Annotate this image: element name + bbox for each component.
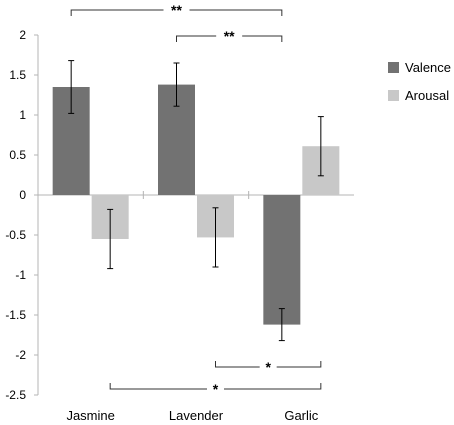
category-label-lavender: Lavender — [169, 408, 224, 423]
y-tick-label-2: -2 — [15, 348, 26, 362]
legend-label-valence[interactable]: Valence — [405, 60, 451, 75]
significance-label: * — [265, 359, 271, 375]
y-tick-label-2-5: -2.5 — [5, 388, 26, 402]
category-label-jasmine: Jasmine — [66, 408, 114, 423]
significance-label: ** — [224, 28, 235, 44]
category-label-garlic: Garlic — [284, 408, 318, 423]
legend-swatch-arousal[interactable] — [388, 90, 399, 101]
error-bars — [68, 60, 324, 342]
axes: 2 1.5 1 0.5 0 -0.5 -1 -1.5 -2 -2.5 — [5, 28, 354, 402]
bar-garlic-valence — [263, 195, 301, 325]
significance-label: * — [213, 381, 219, 397]
y-tick-label-0: 0 — [19, 188, 26, 202]
labels: Jasmine Lavender Garlic — [66, 408, 318, 423]
bars — [52, 84, 340, 325]
y-tick-label-1-5: -1.5 — [5, 308, 26, 322]
significance-label-bg — [163, 5, 190, 15]
significance-label: ** — [171, 2, 182, 18]
significance-label-bg — [207, 384, 224, 394]
significance-label-bg — [259, 362, 277, 372]
legend[interactable]: Valence Arousal — [388, 60, 451, 103]
significance-label-bg — [216, 31, 243, 41]
y-tick-label-1: 1 — [19, 108, 26, 122]
y-tick-label-2: 2 — [19, 28, 26, 42]
y-tick-label-1: -1 — [15, 268, 26, 282]
significance-brackets: ****** — [70, 2, 322, 397]
y-tick-label-0-5: 0.5 — [9, 148, 26, 162]
y-tick-label-1-5: 1.5 — [9, 68, 26, 82]
legend-swatch-valence[interactable] — [388, 62, 399, 73]
y-tick-label-0-5: -0.5 — [5, 228, 26, 242]
legend-label-arousal[interactable]: Arousal — [405, 88, 449, 103]
